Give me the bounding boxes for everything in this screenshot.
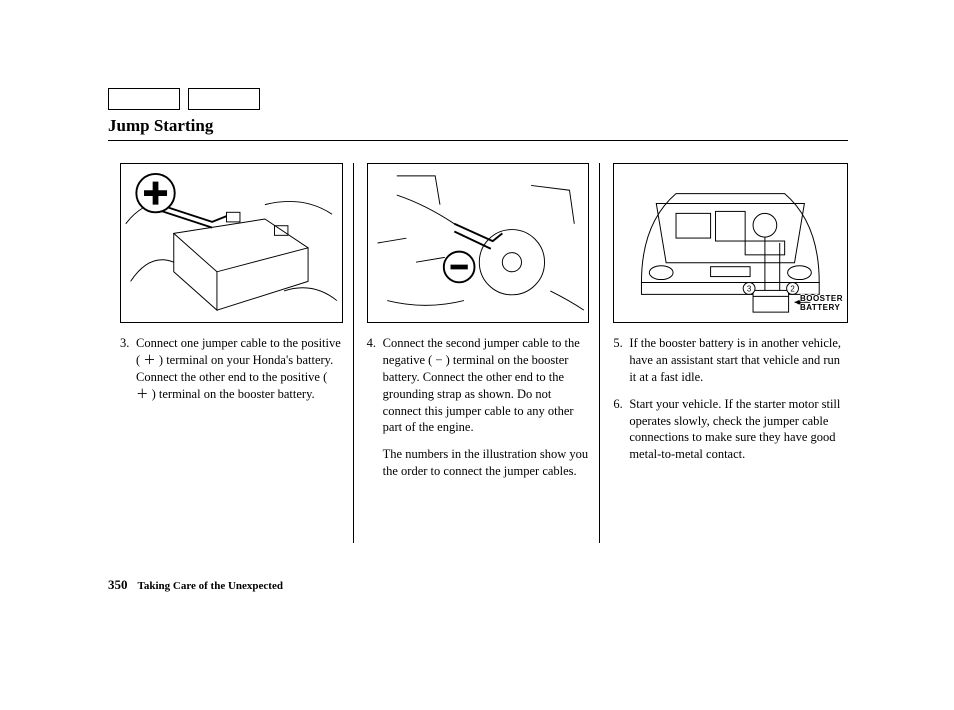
ground-strap-svg xyxy=(368,164,589,322)
step-number: 3. xyxy=(120,335,136,403)
section-label: Taking Care of the Unexpected xyxy=(138,580,283,592)
header-placeholder-boxes xyxy=(108,88,848,110)
manual-page: Jump Starting xyxy=(108,88,848,490)
illustration-positive-terminal xyxy=(120,163,343,323)
title-rule xyxy=(108,140,848,141)
steps-5-6: 5. If the booster battery is in another … xyxy=(613,335,848,463)
step-number: 6. xyxy=(613,396,629,464)
svg-text:2: 2 xyxy=(791,284,795,293)
battery-positive-svg xyxy=(121,164,342,322)
page-number: 350 xyxy=(108,577,128,592)
column-right: 3 2 BOOSTER BATTERY 5. If the booster ba… xyxy=(601,163,848,490)
svg-text:3: 3 xyxy=(747,284,752,293)
extra-paragraph: The numbers in the illustration show you… xyxy=(383,446,590,480)
header-box-2 xyxy=(188,88,260,110)
column-left: 3. Connect one jumper cable to the posit… xyxy=(108,163,355,490)
booster-label-line2: BATTERY xyxy=(800,303,840,312)
step-text: If the booster battery is in another veh… xyxy=(629,335,848,386)
column-middle: 4. Connect the second jumper cable to th… xyxy=(355,163,602,490)
page-footer: 350 Taking Care of the Unexpected xyxy=(108,576,283,594)
header-box-1 xyxy=(108,88,180,110)
step-3: 3. Connect one jumper cable to the posit… xyxy=(120,335,343,403)
step-number: 4. xyxy=(367,335,383,436)
step-text: Connect one jumper cable to the positive… xyxy=(136,335,343,403)
illustration-grounding-strap xyxy=(367,163,590,323)
step-text: Start your vehicle. If the starter motor… xyxy=(629,396,848,464)
step-text: Connect the second jumper cable to the n… xyxy=(383,335,590,436)
page-title: Jump Starting xyxy=(108,116,848,140)
illustration-engine-bay-overview: 3 2 BOOSTER BATTERY xyxy=(613,163,848,323)
step-number: 5. xyxy=(613,335,629,386)
booster-battery-label: BOOSTER BATTERY xyxy=(800,295,843,312)
content-columns: 3. Connect one jumper cable to the posit… xyxy=(108,163,848,490)
step-4: 4. Connect the second jumper cable to th… xyxy=(367,335,590,480)
